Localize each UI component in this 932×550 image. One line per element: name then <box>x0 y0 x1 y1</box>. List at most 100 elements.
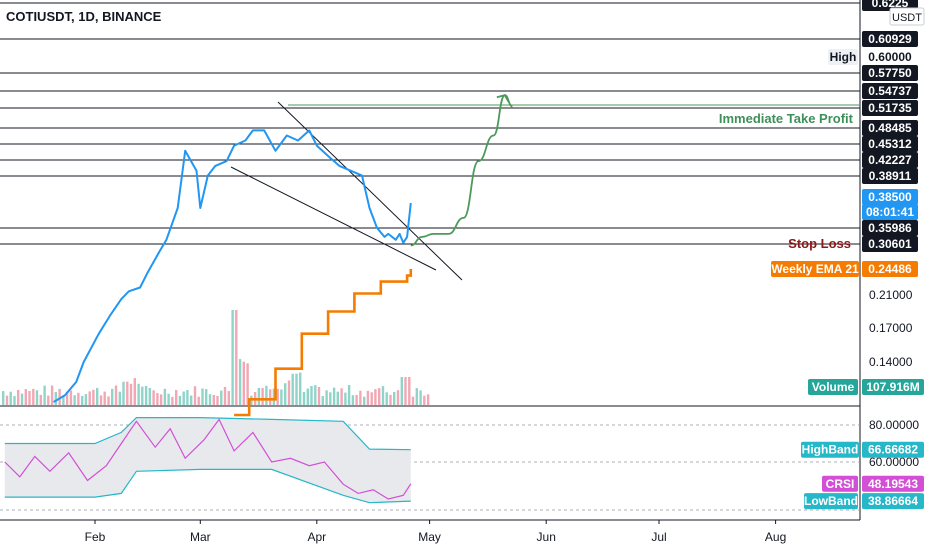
osc-name-badge-text: LowBand <box>804 494 858 508</box>
price-badge-text: 0.51735 <box>868 101 912 115</box>
volume-bar <box>332 387 336 405</box>
volume-bar <box>96 387 99 405</box>
currency-badge[interactable]: USDT <box>889 7 925 26</box>
price-badge-box <box>862 31 918 47</box>
volume-bar <box>306 388 309 405</box>
volume-bar <box>317 387 321 405</box>
volume-bar <box>363 396 366 405</box>
volume-bar <box>408 377 411 405</box>
volume-bar <box>167 393 170 405</box>
price-badge-text: 0.60929 <box>868 32 912 46</box>
highband-line <box>4 417 411 451</box>
volume-bar <box>426 394 430 405</box>
volume-bar <box>411 396 415 405</box>
volume-bar <box>284 383 287 405</box>
lower-trendline <box>230 166 437 271</box>
volume-bar <box>381 386 385 405</box>
osc-value-badge-box <box>862 441 924 458</box>
volume-bar <box>235 310 238 405</box>
currency-badge-text: USDT <box>892 12 922 24</box>
volume-badge-text: 107.916M <box>866 380 919 394</box>
horizontal-levels[interactable] <box>0 2 860 245</box>
volume-bar <box>370 392 373 405</box>
time-tick-label: Aug <box>765 530 786 544</box>
volume-bar <box>144 385 148 405</box>
volume-bar <box>2 391 5 405</box>
volume-bar <box>137 383 140 405</box>
volume-bar <box>65 391 69 405</box>
volume-bar <box>231 310 234 405</box>
osc-value-badge-text: 66.66682 <box>868 443 918 457</box>
volume-bar <box>261 388 264 405</box>
volume-bar <box>302 392 306 405</box>
volume-bar <box>212 395 215 405</box>
currency-badge-box <box>889 7 925 26</box>
volume-bar <box>378 388 381 405</box>
osc-value-badge-text: 48.19543 <box>868 477 918 491</box>
lowband-line <box>4 468 411 504</box>
volume-bar <box>163 388 167 405</box>
volume-bar <box>58 388 61 405</box>
volume-label-text: Volume <box>812 380 855 394</box>
high-label-text: High <box>830 50 857 64</box>
volume-bar <box>201 388 204 405</box>
volume-bar <box>242 361 245 405</box>
osc-value-badge-box <box>862 493 924 510</box>
volume-bar <box>208 394 212 405</box>
volume-bar <box>310 386 313 405</box>
osc-name-badge-text: CRSI <box>826 477 855 491</box>
volume-bar <box>39 394 42 405</box>
price-badge-box <box>862 168 918 184</box>
volume-bar <box>238 359 242 405</box>
volume-bar <box>385 392 388 405</box>
band-fill <box>4 417 411 503</box>
volume-bar <box>325 390 328 405</box>
volume-bar <box>32 388 35 405</box>
last-price-badge-text: 0.38500 <box>868 190 912 204</box>
volume-bar <box>126 381 129 405</box>
volume-bar <box>415 388 418 405</box>
oscillator-panel <box>0 417 860 511</box>
ema-label-box <box>771 261 859 277</box>
weekly-ema-line <box>234 269 413 417</box>
price-badge-box <box>862 100 918 116</box>
volume-bar <box>276 388 279 405</box>
volume-bar <box>389 394 392 405</box>
volume-bar <box>88 391 91 405</box>
volume-bar <box>186 390 189 405</box>
osc-tick-label: 60.00000 <box>869 455 919 469</box>
time-axis[interactable]: Feb Mar Apr May Jun Jul Aug <box>85 520 787 544</box>
price-badge-box <box>862 136 918 152</box>
ema-badge-box <box>862 261 918 277</box>
ema-badge-text: 0.24486 <box>868 262 912 276</box>
volume-bar <box>291 373 294 405</box>
volume-bar <box>344 392 347 405</box>
price-badge-box <box>862 152 918 168</box>
volume-bar <box>205 389 208 405</box>
volume-bar <box>43 385 46 405</box>
price-badge-box <box>862 83 918 99</box>
price-axis[interactable]: 0.6225 0.60929 High 0.60000 0.57750 0.54737 0.… <box>771 0 924 510</box>
price-badge-text: 0.45312 <box>868 137 912 151</box>
volume-bar <box>118 391 121 405</box>
volume-bar <box>171 396 174 405</box>
trendlines[interactable] <box>230 101 463 281</box>
volume-bar <box>404 377 407 405</box>
volume-bar <box>182 391 185 405</box>
volume-bar <box>122 381 125 405</box>
price-line <box>53 129 412 403</box>
volume-bar <box>400 377 403 405</box>
volume-label-box <box>808 379 858 395</box>
volume-bar <box>216 396 219 405</box>
time-tick-label: Jun <box>537 530 556 544</box>
price-badge-box <box>862 220 918 236</box>
volume-bar <box>295 373 298 405</box>
volume-bar <box>340 388 343 405</box>
volume-bar <box>190 395 193 405</box>
volume-bar <box>178 395 182 405</box>
volume-bar <box>73 395 76 405</box>
volume-bar <box>50 385 54 405</box>
volume-bar <box>107 396 110 405</box>
stop-loss-label: Stop Loss <box>788 236 851 251</box>
